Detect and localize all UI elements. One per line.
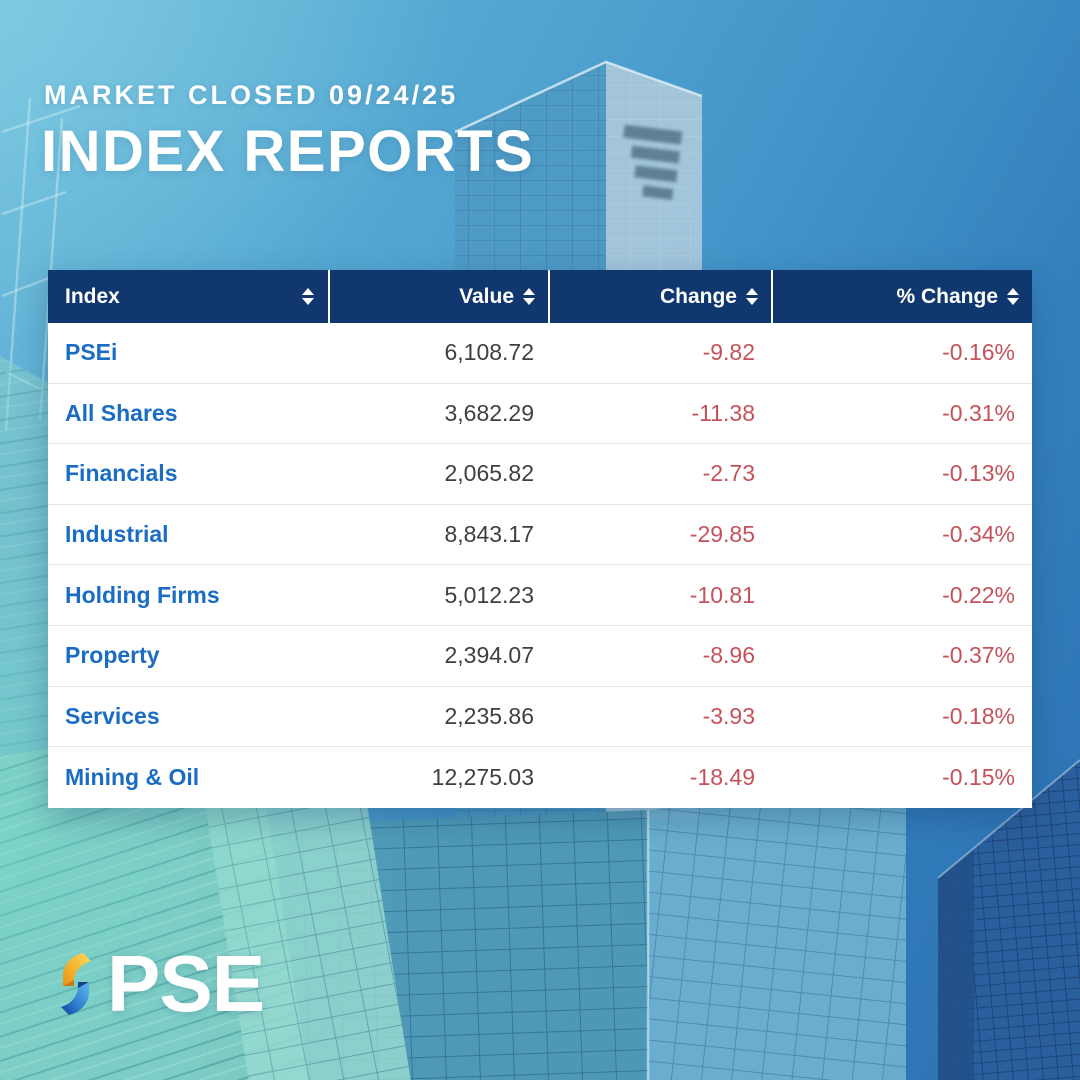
- table-row: PSEi 6,108.72 -9.82 -0.16%: [48, 323, 1032, 384]
- table-body: PSEi 6,108.72 -9.82 -0.16% All Shares 3,…: [48, 323, 1032, 808]
- cell-index-name: Property: [65, 642, 160, 669]
- cell-value: 2,235.86: [444, 702, 534, 729]
- cell-pct-change: -0.37%: [942, 642, 1015, 669]
- cell-change: -18.49: [689, 763, 755, 790]
- table-row: Industrial 8,843.17 -29.85 -0.34%: [48, 504, 1032, 566]
- dark-building: [937, 759, 1080, 1080]
- index-table: Index Value Change % Change PSEi 6,108.7…: [48, 270, 1032, 808]
- cell-value: 2,394.07: [444, 642, 534, 669]
- sort-icon[interactable]: [1007, 288, 1019, 305]
- table-row: Financials 2,065.82 -2.73 -0.13%: [48, 444, 1032, 505]
- cell-value: 12,275.03: [431, 763, 534, 790]
- cell-pct-change: -0.16%: [942, 339, 1015, 366]
- cell-value: 5,012.23: [444, 581, 534, 608]
- cell-change: -9.82: [702, 339, 755, 366]
- column-header-pct-change[interactable]: % Change: [773, 270, 1032, 323]
- cell-value: 2,065.82: [444, 460, 534, 487]
- cell-index-name: Services: [65, 702, 160, 729]
- cell-pct-change: -0.22%: [942, 581, 1015, 608]
- column-header-index-label: Index: [65, 284, 120, 308]
- market-status-label: MARKET CLOSED 09/24/25: [44, 80, 459, 110]
- pse-logo-icon: [61, 953, 91, 1015]
- sort-icon[interactable]: [523, 288, 535, 305]
- cell-pct-change: -0.13%: [942, 460, 1015, 487]
- cell-pct-change: -0.34%: [942, 521, 1015, 548]
- table-row: Services 2,235.86 -3.93 -0.18%: [48, 686, 1032, 748]
- glass-building: [198, 786, 906, 1080]
- cell-index-name: Holding Firms: [65, 581, 220, 608]
- column-header-value[interactable]: Value: [330, 270, 550, 323]
- tower-signage: [623, 124, 683, 200]
- sort-icon[interactable]: [302, 288, 314, 305]
- cell-index-name: PSEi: [65, 339, 118, 366]
- cell-index-name: Mining & Oil: [65, 763, 200, 790]
- pse-logo-text: PSE: [107, 939, 265, 1028]
- cell-index-name: Financials: [65, 460, 178, 487]
- cell-change: -11.38: [691, 399, 755, 426]
- table-header-row: Index Value Change % Change: [48, 270, 1032, 323]
- sort-icon[interactable]: [746, 288, 758, 305]
- column-header-change[interactable]: Change: [550, 270, 773, 323]
- column-header-change-label: Change: [659, 284, 737, 308]
- table-row: Property 2,394.07 -8.96 -0.37%: [48, 625, 1032, 687]
- cell-value: 6,108.72: [444, 339, 534, 366]
- pse-logo: PSE: [54, 939, 265, 1028]
- table-row: Mining & Oil 12,275.03 -18.49 -0.15%: [48, 747, 1032, 808]
- cell-index-name: Industrial: [65, 521, 169, 548]
- cell-change: -2.73: [702, 460, 755, 487]
- cell-pct-change: -0.15%: [942, 763, 1015, 790]
- cell-change: -29.85: [689, 521, 755, 548]
- cell-change: -10.81: [689, 581, 755, 608]
- column-header-value-label: Value: [459, 284, 514, 308]
- table-row: All Shares 3,682.29 -11.38 -0.31%: [48, 383, 1032, 445]
- cell-pct-change: -0.31%: [942, 399, 1015, 426]
- column-header-pct-change-label: % Change: [896, 284, 998, 308]
- table-row: Holding Firms 5,012.23 -10.81 -0.22%: [48, 565, 1032, 626]
- column-header-index[interactable]: Index: [48, 270, 330, 323]
- cell-index-name: All Shares: [65, 399, 178, 426]
- cell-value: 8,843.17: [444, 521, 534, 548]
- page-title: INDEX REPORTS: [41, 119, 535, 184]
- cell-change: -8.96: [702, 642, 755, 669]
- cell-pct-change: -0.18%: [942, 702, 1015, 729]
- cell-change: -3.93: [702, 702, 755, 729]
- cell-value: 3,682.29: [444, 399, 534, 426]
